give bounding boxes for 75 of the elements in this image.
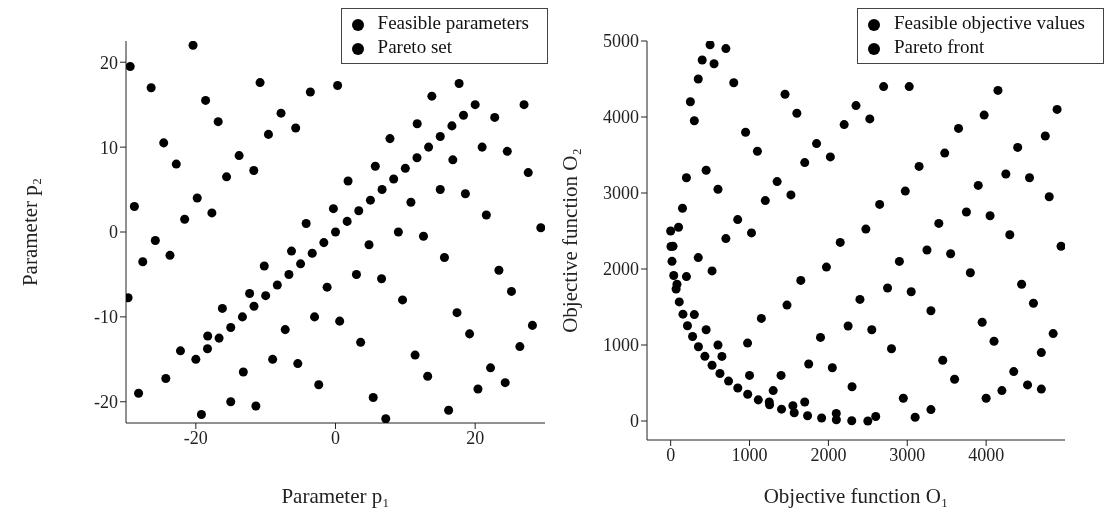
point <box>863 416 873 426</box>
point <box>724 376 734 386</box>
point <box>831 415 841 425</box>
y-tick-label: 0 <box>630 411 639 432</box>
point <box>688 332 698 342</box>
legend-label: Feasible objective values <box>894 12 1085 33</box>
point <box>354 206 364 216</box>
point <box>272 280 282 290</box>
point <box>412 153 422 163</box>
point <box>743 389 753 399</box>
point <box>284 269 294 279</box>
point <box>667 256 677 266</box>
y-tick-label: 3000 <box>603 183 639 204</box>
point <box>447 121 457 131</box>
point <box>669 271 679 281</box>
point <box>470 100 480 110</box>
y-tick-label: 4000 <box>603 107 639 128</box>
x-tick-label: -20 <box>183 427 208 448</box>
x-axis-title: Parameter p₁ <box>281 484 390 508</box>
point <box>389 174 399 184</box>
point <box>715 368 725 379</box>
point <box>693 342 703 352</box>
point <box>319 238 329 248</box>
y-tick-label: 0 <box>109 222 118 243</box>
point <box>296 259 306 269</box>
x-tick-label: 0 <box>666 444 676 465</box>
legend-label: Pareto front <box>894 36 985 57</box>
point <box>733 383 743 393</box>
x-tick-label: 4000 <box>968 444 1005 465</box>
point <box>817 413 827 423</box>
point <box>753 395 763 405</box>
x-tick-label: 2000 <box>810 444 847 465</box>
y-tick-label: 20 <box>100 52 118 73</box>
point <box>700 351 710 361</box>
point <box>214 333 224 343</box>
y-tick-label: 10 <box>100 137 118 158</box>
y-axis-title: Objective function O₂ <box>558 148 583 333</box>
point <box>671 284 681 294</box>
point <box>377 185 387 195</box>
point <box>226 322 236 333</box>
point <box>777 404 787 414</box>
x-tick-label: 1000 <box>731 444 768 465</box>
point <box>249 301 259 311</box>
y-tick-label: -10 <box>94 307 118 328</box>
point <box>678 309 688 319</box>
point <box>458 110 469 120</box>
y-tick-label: 5000 <box>603 31 639 52</box>
point <box>674 297 684 307</box>
legend-label: Pareto set <box>377 36 452 57</box>
point <box>789 408 799 418</box>
y-tick-label: 1000 <box>603 335 639 356</box>
y-axis-title: Parameter p₂ <box>18 177 43 287</box>
legend-label: Feasible parameters <box>377 12 529 33</box>
x-tick-label: 20 <box>466 427 485 448</box>
point <box>400 163 410 173</box>
point <box>803 411 813 421</box>
point <box>202 344 213 354</box>
x-tick-label: 0 <box>331 427 340 448</box>
point <box>342 216 352 226</box>
point <box>307 248 317 258</box>
point <box>365 195 375 205</box>
x-axis-title: Objective function O₁ <box>763 484 949 508</box>
point <box>330 227 341 237</box>
point <box>666 226 676 236</box>
y-tick-label: 2000 <box>603 259 639 280</box>
point <box>707 360 717 370</box>
point <box>847 416 857 426</box>
point <box>237 312 247 322</box>
point <box>435 131 445 142</box>
y-tick-label: -20 <box>94 392 118 413</box>
point <box>191 354 201 364</box>
point <box>261 291 271 301</box>
point <box>424 142 434 152</box>
x-tick-label: 3000 <box>889 444 926 465</box>
point <box>682 321 692 331</box>
